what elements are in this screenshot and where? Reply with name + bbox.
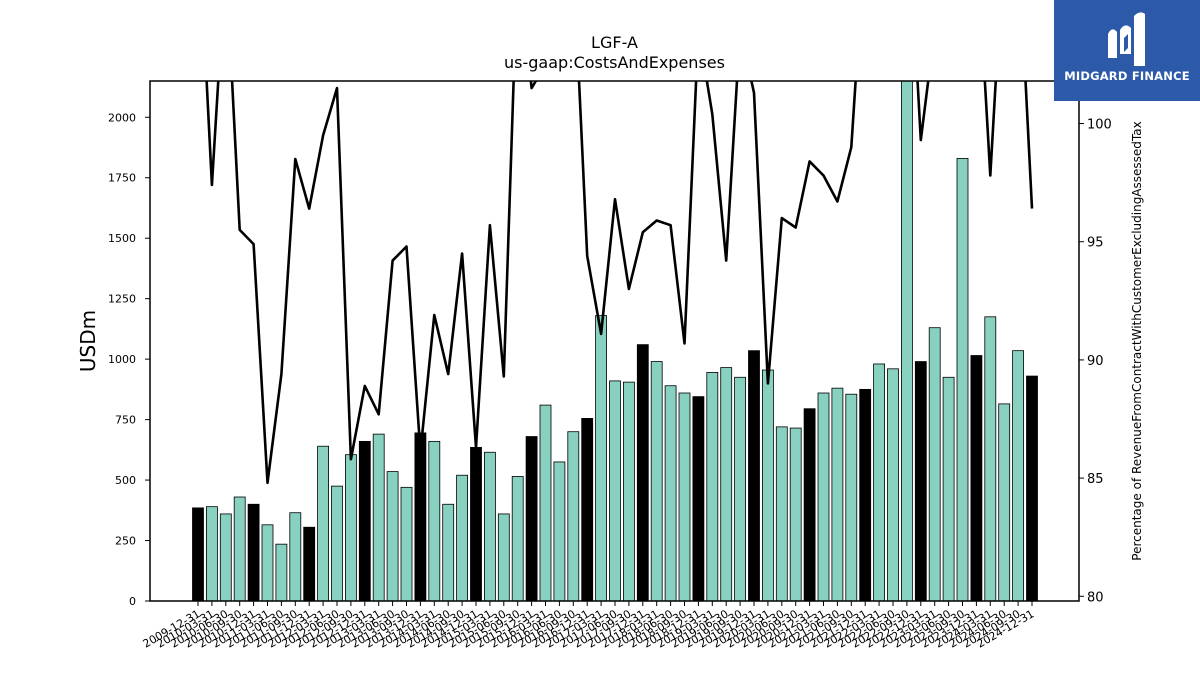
bar-2017-12-31 bbox=[636, 344, 649, 601]
bar-2012-06-30 bbox=[331, 485, 343, 601]
y-tick-label: 750 bbox=[115, 414, 136, 427]
y2-tick-label: 80 bbox=[1087, 590, 1104, 605]
y-tick-label: 1250 bbox=[108, 293, 136, 306]
logo-mark-icon bbox=[1108, 12, 1145, 66]
logo-text: MIDGARD FINANCE bbox=[1064, 69, 1190, 83]
bar-2014-09-30 bbox=[456, 474, 469, 601]
y-tick-label: 500 bbox=[115, 474, 136, 487]
bar-2018-12-31 bbox=[692, 396, 705, 601]
bar-2016-12-31 bbox=[581, 417, 594, 601]
y-tick-label: 0 bbox=[129, 595, 136, 608]
bar-2022-06-30 bbox=[887, 368, 899, 601]
bar-2024-12-31 bbox=[1026, 375, 1038, 601]
bar-2018-06-30 bbox=[664, 385, 677, 601]
y-tick-label: 1750 bbox=[108, 172, 136, 185]
bar-2017-03-31 bbox=[595, 315, 607, 601]
bar-2013-03-31 bbox=[372, 433, 385, 601]
bar-2010-06-30 bbox=[219, 513, 232, 601]
bar-2020-06-30 bbox=[775, 426, 788, 601]
bar-2017-09-30 bbox=[623, 381, 635, 601]
bar-2018-09-30 bbox=[678, 392, 691, 601]
bar-2015-09-30 bbox=[511, 476, 524, 601]
bar-2021-09-30 bbox=[845, 393, 858, 601]
bar-2015-06-30 bbox=[497, 513, 510, 601]
brand-logo: MIDGARD FINANCE bbox=[1054, 0, 1200, 101]
bar-2010-03-31 bbox=[205, 506, 218, 601]
bar-2012-09-30 bbox=[344, 454, 357, 601]
bar-2024-09-30 bbox=[1012, 350, 1024, 601]
bar-2010-09-30 bbox=[233, 496, 246, 601]
bar-2019-03-31 bbox=[706, 372, 719, 601]
bar-2011-09-30 bbox=[289, 512, 302, 601]
bar-2019-09-30 bbox=[734, 376, 746, 601]
bar-2022-12-31 bbox=[914, 361, 927, 601]
percent-line-group bbox=[205, 81, 1034, 485]
bar-2020-03-31 bbox=[762, 369, 774, 601]
bar-2016-06-30 bbox=[553, 461, 566, 601]
y-tick-label: 250 bbox=[115, 535, 136, 548]
y-axis-left: 0 250 500 750 1000 1250 1500 1750 2000 bbox=[108, 111, 150, 608]
bar-2024-03-31 bbox=[984, 316, 997, 601]
y2-tick-label: 90 bbox=[1087, 354, 1104, 369]
bar-2019-06-30 bbox=[720, 367, 733, 601]
bar-2022-03-31 bbox=[873, 363, 885, 601]
bar-2015-03-31 bbox=[483, 451, 496, 601]
bar-2014-03-31 bbox=[428, 440, 441, 601]
bar-2011-03-31 bbox=[261, 524, 274, 601]
y-axis-right: 80 85 90 95 100 bbox=[1079, 118, 1112, 605]
bar-2023-06-30 bbox=[942, 376, 955, 601]
chart-subtitle: us-gaap:CostsAndExpenses bbox=[504, 53, 725, 72]
bar-2014-12-31 bbox=[470, 447, 482, 601]
bar-2018-03-31 bbox=[650, 361, 663, 601]
bar-2021-03-31 bbox=[817, 392, 830, 601]
y-tick-label: 1500 bbox=[108, 232, 136, 245]
y-tick-label: 2000 bbox=[108, 111, 136, 124]
bar-2023-09-30 bbox=[956, 157, 969, 601]
bar-2020-12-31 bbox=[803, 408, 816, 601]
bar-2019-12-31 bbox=[748, 350, 760, 601]
bar-2010-12-31 bbox=[247, 503, 260, 601]
bar-2017-06-30 bbox=[609, 380, 621, 601]
bar-2023-03-31 bbox=[928, 327, 941, 601]
bar-2013-12-31 bbox=[414, 432, 427, 601]
bar-2020-09-30 bbox=[789, 427, 802, 601]
bar-2015-12-31 bbox=[525, 436, 538, 601]
bars-group bbox=[192, 81, 1038, 601]
bar-2021-12-31 bbox=[859, 388, 872, 601]
y2-tick-label: 95 bbox=[1087, 236, 1104, 251]
bar-2009-12-31 bbox=[192, 507, 204, 601]
y-axis-label-left: USDm bbox=[76, 310, 100, 372]
bar-2011-12-31 bbox=[303, 526, 316, 601]
bar-2023-12-31 bbox=[970, 355, 983, 601]
bar-2022-09-30 bbox=[901, 81, 913, 601]
bar-2013-09-30 bbox=[400, 486, 413, 601]
y2-tick-label: 100 bbox=[1087, 118, 1112, 133]
percent-line bbox=[205, 81, 1034, 485]
y-axis-label-right: Percentage of RevenueFromContractWithCus… bbox=[1130, 121, 1144, 560]
y-tick-label: 1000 bbox=[108, 353, 136, 366]
bar-2021-06-30 bbox=[831, 387, 844, 601]
bar-2016-03-31 bbox=[539, 404, 552, 601]
bar-2024-06-30 bbox=[998, 403, 1011, 601]
chart-title: LGF-A bbox=[591, 33, 638, 52]
bar-2012-03-31 bbox=[317, 445, 330, 601]
bar-2013-06-30 bbox=[386, 471, 399, 601]
y2-tick-label: 85 bbox=[1087, 472, 1104, 487]
bar-2012-12-31 bbox=[358, 440, 371, 601]
bar-2011-06-30 bbox=[275, 543, 288, 601]
bar-2016-09-30 bbox=[567, 431, 580, 601]
bar-2014-06-30 bbox=[442, 503, 455, 601]
x-axis: 2009-12-312010-03-312010-06-302010-09-30… bbox=[141, 601, 1037, 651]
